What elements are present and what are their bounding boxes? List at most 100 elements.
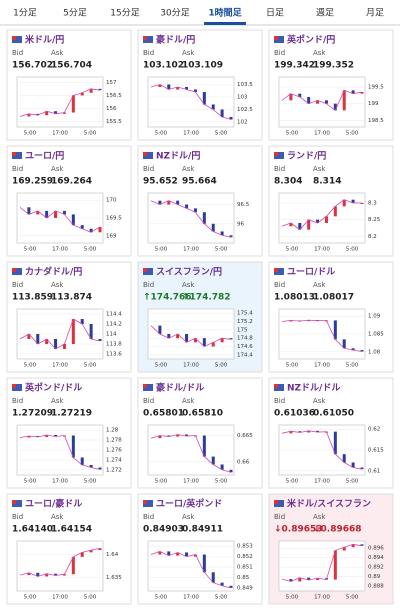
candle xyxy=(71,435,75,458)
candle xyxy=(54,210,58,218)
tab[interactable]: 1分足 xyxy=(13,8,37,19)
chart-frame xyxy=(16,540,104,592)
y-tick-label: 114.2 xyxy=(106,322,122,328)
x-tick-label: 17:00 xyxy=(52,479,68,485)
y-tick-label: 174.8 xyxy=(237,336,253,342)
y-tick-label: 169.5 xyxy=(106,216,122,222)
candle xyxy=(158,551,162,555)
bid-value: 1.64140 xyxy=(12,525,53,535)
x-tick-label: 5:00 xyxy=(346,479,359,485)
pair-title[interactable]: ユーロ/ドル xyxy=(287,267,335,278)
candle xyxy=(54,339,58,349)
tab[interactable]: 週足 xyxy=(316,8,334,19)
ask-label: Ask xyxy=(51,281,64,289)
pair-title[interactable]: 米ドル/スイスフラン xyxy=(286,498,371,510)
y-tick-label: 0.85 xyxy=(237,575,250,581)
chart-frame xyxy=(147,540,235,592)
close-line xyxy=(19,547,101,577)
chart-frame xyxy=(278,192,366,244)
x-tick-label: 5:00 xyxy=(84,247,97,253)
x-tick-label: 5:00 xyxy=(155,131,168,137)
y-tick-label: 1.64 xyxy=(106,552,119,558)
candle xyxy=(89,88,93,93)
tab[interactable]: 日足 xyxy=(266,8,284,19)
flag-stripe xyxy=(274,152,278,156)
candle xyxy=(62,574,66,576)
pair-title[interactable]: 豪ドル/ドル xyxy=(156,382,204,394)
x-tick-label: 5:00 xyxy=(286,131,299,137)
pair-title[interactable]: カナダドル/円 xyxy=(25,266,82,278)
pair-title[interactable]: ランド/円 xyxy=(287,151,326,162)
pair-title[interactable]: ユーロ/円 xyxy=(25,151,64,162)
candle xyxy=(176,434,180,437)
candle xyxy=(298,93,302,97)
close-line xyxy=(281,199,362,231)
candle xyxy=(193,208,197,213)
pair-title[interactable]: NZドル/ドル xyxy=(287,383,340,394)
close-line xyxy=(150,325,232,347)
ask-label: Ask xyxy=(182,49,195,57)
candle xyxy=(229,469,233,473)
candle xyxy=(211,456,215,465)
candle xyxy=(176,552,180,556)
candle xyxy=(229,235,233,238)
candle xyxy=(289,579,293,582)
bid-label: Bid xyxy=(274,281,285,289)
tab[interactable]: 15分足 xyxy=(110,8,139,19)
flag-stripe xyxy=(12,36,16,40)
candle xyxy=(220,231,224,236)
pair-title[interactable]: NZドル/円 xyxy=(156,151,200,162)
close-line xyxy=(281,89,363,111)
bid-label: Bid xyxy=(143,513,154,521)
ask-label: Ask xyxy=(313,281,326,289)
x-tick-label: 17:00 xyxy=(183,247,199,253)
close-line xyxy=(19,318,101,350)
bid-label: Bid xyxy=(12,165,23,173)
candle xyxy=(167,551,171,556)
candle xyxy=(80,225,84,229)
candle xyxy=(36,572,40,577)
pair-title[interactable]: スイスフラン/円 xyxy=(156,267,222,278)
y-tick-label: 1.274 xyxy=(106,458,122,464)
candle xyxy=(316,578,320,581)
candle xyxy=(54,573,58,576)
candle xyxy=(176,87,180,90)
x-tick-label: 5:00 xyxy=(84,595,97,601)
pair-title[interactable]: 英ポンド/円 xyxy=(286,34,335,46)
ask-value: 1.64154 xyxy=(51,525,92,535)
tab[interactable]: 1時間足 xyxy=(208,7,242,19)
candle xyxy=(298,577,302,582)
ask-label: Ask xyxy=(182,397,195,405)
bid-value: 103.102 xyxy=(143,61,184,71)
pair-title[interactable]: 豪ドル/円 xyxy=(156,34,195,46)
bid-value: 95.652 xyxy=(143,177,178,187)
flag-stripe xyxy=(143,36,147,40)
bid-value: 113.859 xyxy=(12,293,53,303)
y-tick-label: 113.8 xyxy=(106,342,122,348)
candle xyxy=(220,338,224,343)
pair-title[interactable]: 英ポンド/ドル xyxy=(24,382,82,394)
candle xyxy=(71,319,75,344)
pair-title[interactable]: ユーロ/豪ドル xyxy=(25,498,82,510)
pair-title[interactable]: ユーロ/英ポンド xyxy=(156,498,222,510)
tab[interactable]: 月足 xyxy=(366,8,384,19)
candle xyxy=(202,338,206,347)
flag-stripe xyxy=(12,268,16,272)
ask-value: ↑174.782 xyxy=(182,293,231,303)
bid-label: Bid xyxy=(12,397,23,405)
candle xyxy=(193,554,197,557)
ask-label: Ask xyxy=(51,49,64,57)
tab[interactable]: 30分足 xyxy=(160,8,189,19)
flag xyxy=(274,384,284,391)
flag xyxy=(274,268,284,275)
candle xyxy=(158,200,162,205)
x-tick-label: 5:00 xyxy=(155,247,168,253)
y-tick-label: 1.276 xyxy=(106,448,122,454)
x-tick-label: 5:00 xyxy=(346,131,359,137)
tab[interactable]: 5分足 xyxy=(63,8,87,19)
pair-title[interactable]: 米ドル/円 xyxy=(24,34,64,46)
candle xyxy=(211,572,215,583)
candle xyxy=(158,84,162,87)
x-tick-label: 5:00 xyxy=(346,595,359,601)
y-tick-label: 0.665 xyxy=(237,433,253,439)
